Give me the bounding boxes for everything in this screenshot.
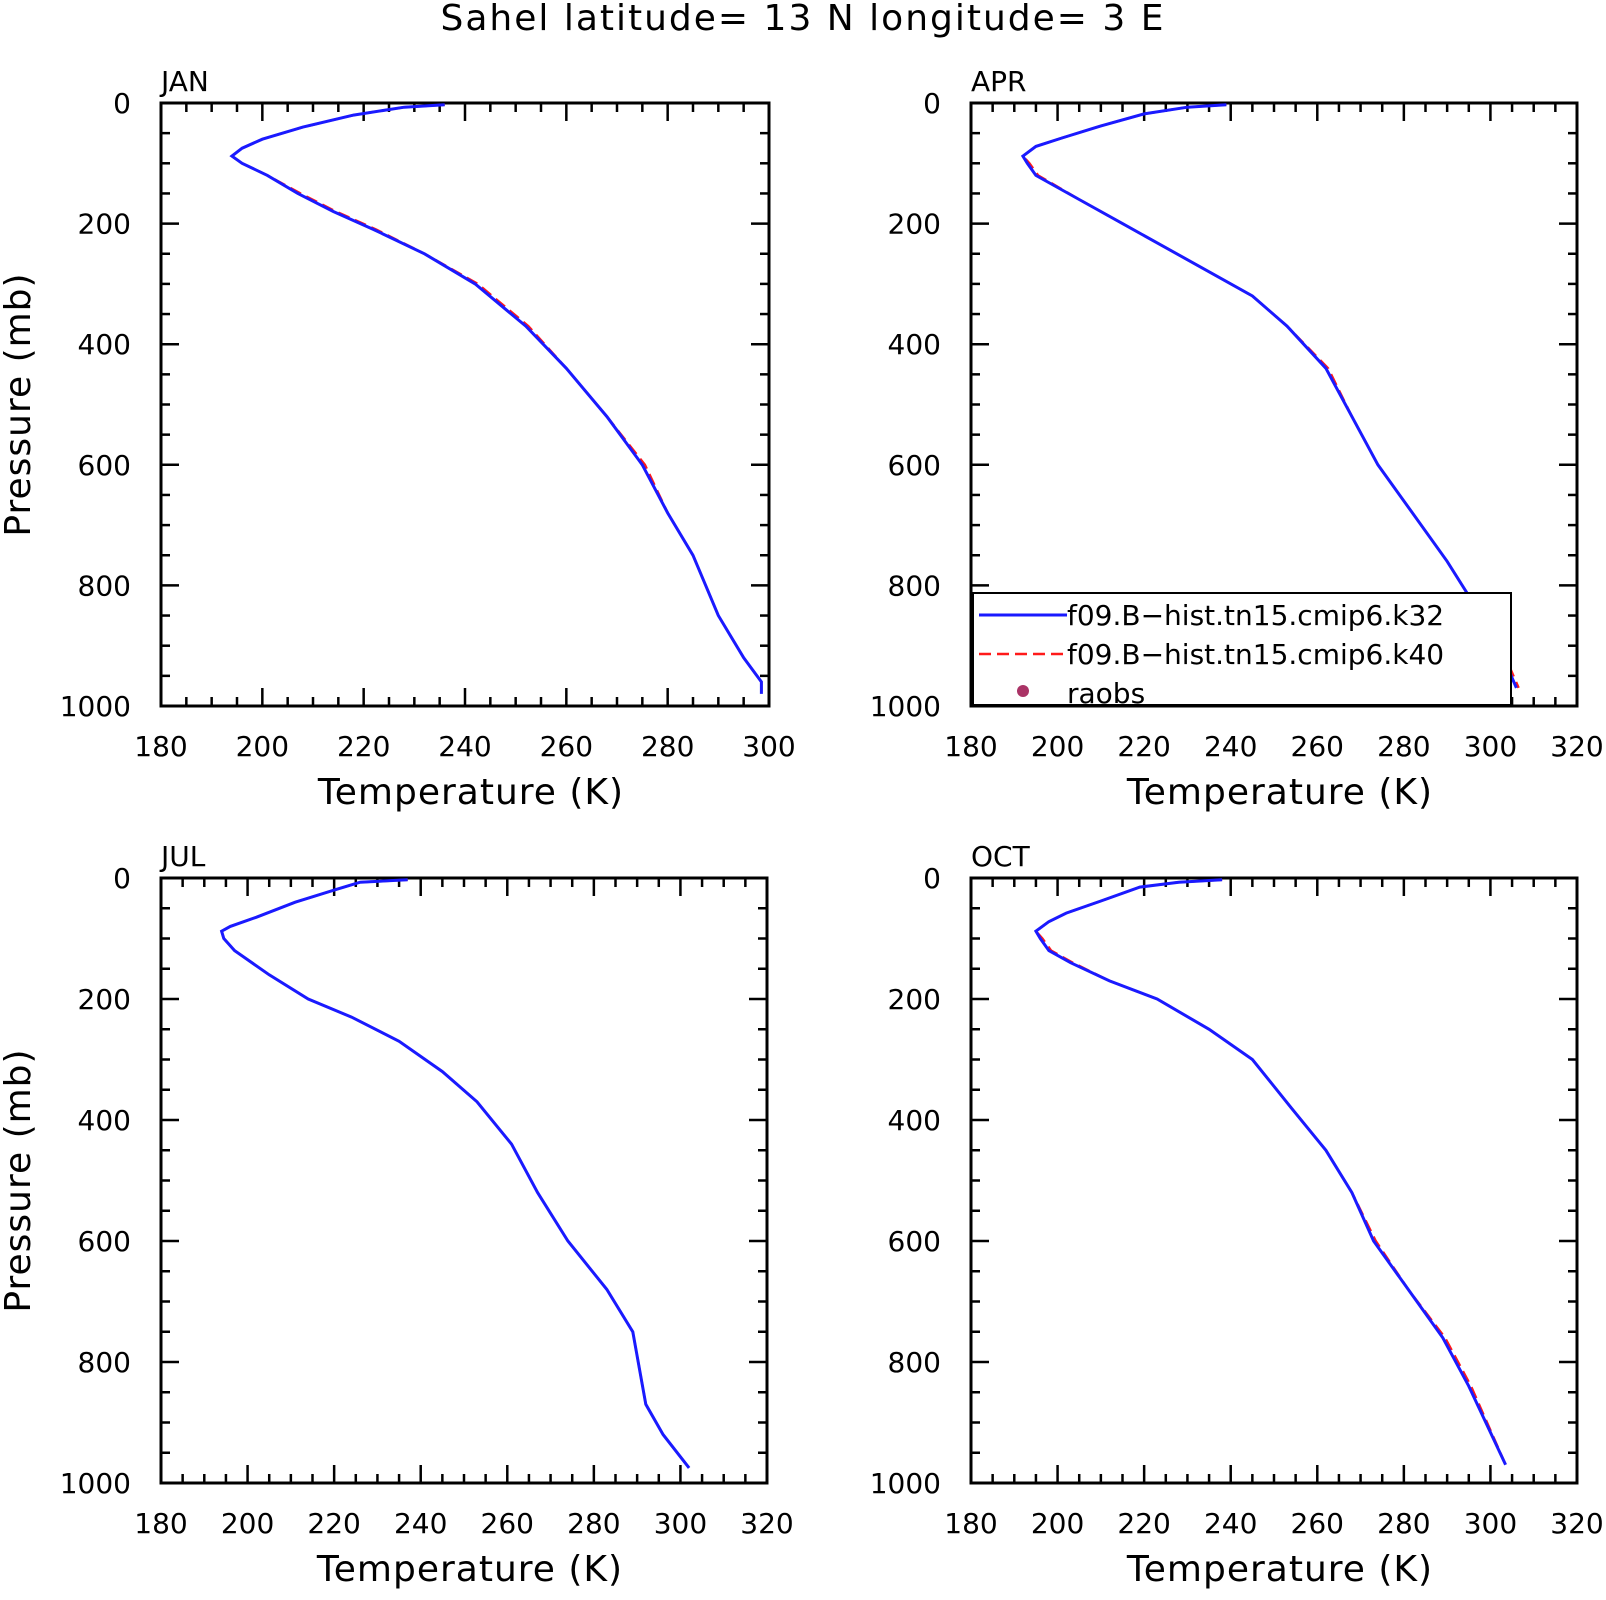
y-tick-label: 200 (888, 208, 941, 241)
x-tick-label: 240 (438, 730, 491, 763)
panel-title: APR (971, 65, 1027, 98)
x-axis-label: Temperature (K) (317, 772, 624, 813)
y-tick-label: 400 (888, 1104, 941, 1137)
y-tick-label: 400 (78, 1104, 131, 1137)
x-tick-label: 220 (337, 730, 390, 763)
y-tick-label: 400 (888, 328, 941, 361)
x-tick-label: 220 (307, 1507, 360, 1540)
plot-frame (969, 876, 1579, 1485)
x-tick-label: 180 (134, 1507, 187, 1540)
panel-oct: OCT 180 200 220 240 260 280 300 320 0 200 400 600 800… (870, 840, 1604, 1590)
series-line-k32 (219, 878, 691, 1469)
plot-frame (159, 876, 769, 1485)
legend: f09.B−hist.tn15.cmip6.k32 f09.B−hist.tn15… (972, 592, 1512, 710)
x-tick-label: 240 (394, 1507, 447, 1540)
x-tick-label: 200 (221, 1507, 274, 1540)
panel-title: JUL (159, 840, 206, 873)
panel-title: JAN (159, 65, 209, 98)
x-tick-label: 300 (1464, 730, 1517, 763)
x-tick-label: 280 (567, 1507, 620, 1540)
series-line-k32 (229, 103, 763, 694)
x-tick-label: 320 (1550, 1507, 1603, 1540)
y-tick-label: 1000 (60, 690, 131, 723)
y-tick-label: 600 (78, 1225, 131, 1258)
y-tick-label: 800 (78, 1346, 131, 1379)
x-tick-label: 180 (944, 730, 997, 763)
y-axis-label: Pressure (mb) (0, 1048, 39, 1312)
x-tick-label: 300 (1464, 1507, 1517, 1540)
y-tick-label: 0 (113, 87, 131, 120)
series-line-k40 (1034, 878, 1507, 1466)
series-line-k40 (220, 878, 691, 1469)
y-tick-label: 200 (78, 983, 131, 1016)
x-tick-label: 280 (1377, 1507, 1430, 1540)
x-tick-label: 280 (641, 730, 694, 763)
y-tick-label: 800 (888, 1346, 941, 1379)
x-tick-label: 320 (740, 1507, 793, 1540)
panel-jul: JUL 180 200 220 240 260 280 300 320 0 200 400 600 800… (0, 840, 794, 1590)
y-tick-label: 200 (78, 208, 131, 241)
legend-box (972, 592, 1512, 706)
panel-jan: JAN 180 200 220 240 260 280 300 0 200 400 600 800 100… (0, 65, 796, 813)
y-tick-label: 1000 (870, 1467, 941, 1500)
series-line-k32 (1020, 103, 1518, 689)
x-tick-label: 280 (1377, 730, 1430, 763)
x-tick-label: 220 (1117, 730, 1170, 763)
x-axis-label: Temperature (K) (316, 1549, 623, 1590)
x-tick-label: 180 (944, 1507, 997, 1540)
legend-label: f09.B−hist.tn15.cmip6.k40 (1067, 638, 1444, 671)
x-tick-label: 260 (481, 1507, 534, 1540)
y-tick-label: 200 (888, 983, 941, 1016)
x-tick-label: 180 (134, 730, 187, 763)
figure-title: Sahel latitude= 13 N longitude= 3 E (441, 0, 1166, 39)
y-tick-label: 600 (888, 1225, 941, 1258)
series-line-k40 (229, 103, 763, 694)
y-tick-label: 1000 (60, 1467, 131, 1500)
x-tick-label: 300 (742, 730, 795, 763)
y-tick-label: 0 (113, 862, 131, 895)
x-tick-label: 240 (1204, 1507, 1257, 1540)
legend-label: f09.B−hist.tn15.cmip6.k32 (1067, 599, 1444, 632)
legend-label: raobs (1067, 677, 1145, 710)
y-tick-label: 800 (888, 569, 941, 602)
x-tick-label: 320 (1550, 730, 1603, 763)
legend-swatch-dot (1017, 685, 1029, 697)
y-tick-label: 600 (78, 449, 131, 482)
y-tick-label: 0 (923, 862, 941, 895)
x-tick-label: 260 (540, 730, 593, 763)
y-tick-label: 600 (888, 449, 941, 482)
panel-title: OCT (971, 840, 1031, 873)
x-tick-label: 240 (1204, 730, 1257, 763)
panel-apr: APR 180 200 220 240 260 280 300 320 0 200 400 600 800… (870, 65, 1604, 813)
y-tick-label: 1000 (870, 690, 941, 723)
x-tick-label: 200 (236, 730, 289, 763)
x-tick-label: 260 (1291, 1507, 1344, 1540)
x-tick-label: 220 (1117, 1507, 1170, 1540)
x-axis-label: Temperature (K) (1126, 772, 1433, 813)
x-axis-label: Temperature (K) (1126, 1549, 1433, 1590)
y-tick-label: 800 (78, 569, 131, 602)
x-tick-label: 200 (1031, 1507, 1084, 1540)
y-axis-label: Pressure (mb) (0, 272, 39, 536)
x-tick-label: 300 (654, 1507, 707, 1540)
panels: JAN 180 200 220 240 260 280 300 0 200 400 600 800 100… (0, 65, 1604, 1590)
x-tick-label: 200 (1031, 730, 1084, 763)
y-tick-label: 400 (78, 328, 131, 361)
x-tick-label: 260 (1291, 730, 1344, 763)
y-tick-label: 0 (923, 87, 941, 120)
series-line-k32 (1033, 878, 1507, 1466)
plot-frame (159, 101, 771, 708)
